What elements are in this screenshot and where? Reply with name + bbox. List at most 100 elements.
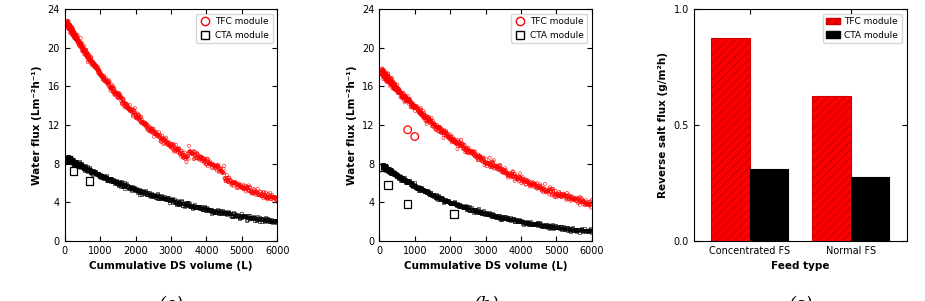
Point [257, 218, 272, 223]
Point [79, 166, 93, 171]
Point [62, 22, 77, 27]
Point [166, 144, 180, 149]
Point [567, 227, 582, 231]
Point [433, 125, 448, 129]
Point [192, 156, 207, 161]
Point [376, 162, 390, 166]
Point [228, 213, 242, 217]
Point [393, 91, 408, 96]
Point [395, 91, 410, 95]
Point [151, 134, 166, 138]
Point [70, 33, 85, 37]
Point [206, 163, 221, 168]
Point [123, 108, 138, 113]
Point [475, 160, 490, 165]
Point [62, 23, 77, 28]
Point [563, 197, 578, 201]
Point [154, 195, 169, 200]
Point [445, 201, 460, 206]
Point [405, 183, 420, 188]
Point [203, 159, 217, 164]
Point [115, 101, 130, 106]
Point [67, 33, 81, 37]
Point [517, 220, 532, 225]
Point [391, 174, 406, 179]
Point [572, 227, 586, 232]
Point [74, 164, 89, 169]
Point [143, 128, 158, 133]
Point [105, 179, 119, 184]
Point [61, 24, 76, 29]
Point [165, 146, 179, 150]
Point [261, 195, 276, 200]
Point [88, 62, 103, 67]
Point [85, 169, 100, 174]
Point [140, 190, 154, 195]
Point [491, 213, 506, 218]
Point [376, 165, 391, 169]
Point [375, 67, 389, 72]
Point [478, 211, 493, 216]
Point [496, 170, 511, 175]
Point [145, 194, 160, 199]
Point [122, 109, 137, 113]
Point [467, 207, 482, 212]
Point [141, 128, 155, 133]
Point [421, 114, 436, 119]
Point [390, 86, 405, 91]
Point [535, 223, 549, 228]
Point [138, 121, 153, 126]
Point [97, 174, 112, 179]
Point [556, 191, 571, 196]
Point [92, 70, 107, 75]
Point [71, 38, 86, 43]
Point [109, 179, 124, 184]
Point [529, 222, 544, 226]
Point [459, 207, 474, 212]
Point [553, 194, 568, 198]
Point [487, 164, 502, 169]
Point [375, 73, 389, 78]
Point [66, 160, 80, 164]
Point [73, 165, 88, 169]
Point [466, 150, 481, 155]
Point [393, 89, 408, 94]
Point [391, 175, 406, 180]
Point [68, 159, 83, 164]
Point [539, 224, 554, 228]
Point [63, 23, 78, 28]
Point [380, 76, 395, 80]
Point [116, 96, 130, 101]
Point [396, 91, 411, 95]
Point [86, 61, 101, 66]
Point [388, 172, 402, 177]
Point [199, 162, 214, 166]
Point [444, 136, 459, 141]
Point [258, 193, 273, 197]
Point [385, 169, 400, 174]
Point [236, 186, 251, 191]
Point [71, 37, 86, 42]
Point [158, 197, 173, 202]
Point [530, 185, 545, 190]
Point [396, 177, 411, 182]
Point [563, 229, 578, 234]
Point [80, 51, 94, 56]
Point [528, 221, 543, 226]
Point [508, 218, 523, 222]
Point [204, 162, 219, 166]
Point [64, 29, 79, 33]
Point [501, 217, 516, 222]
Point [517, 177, 532, 182]
Point [68, 161, 82, 166]
Point [460, 150, 475, 155]
Point [208, 164, 223, 169]
Point [388, 171, 403, 176]
Point [415, 187, 430, 192]
Point [249, 192, 264, 197]
Point [576, 200, 591, 205]
Point [200, 162, 215, 167]
Point [128, 110, 142, 114]
Point [64, 159, 79, 163]
Point [115, 181, 130, 186]
